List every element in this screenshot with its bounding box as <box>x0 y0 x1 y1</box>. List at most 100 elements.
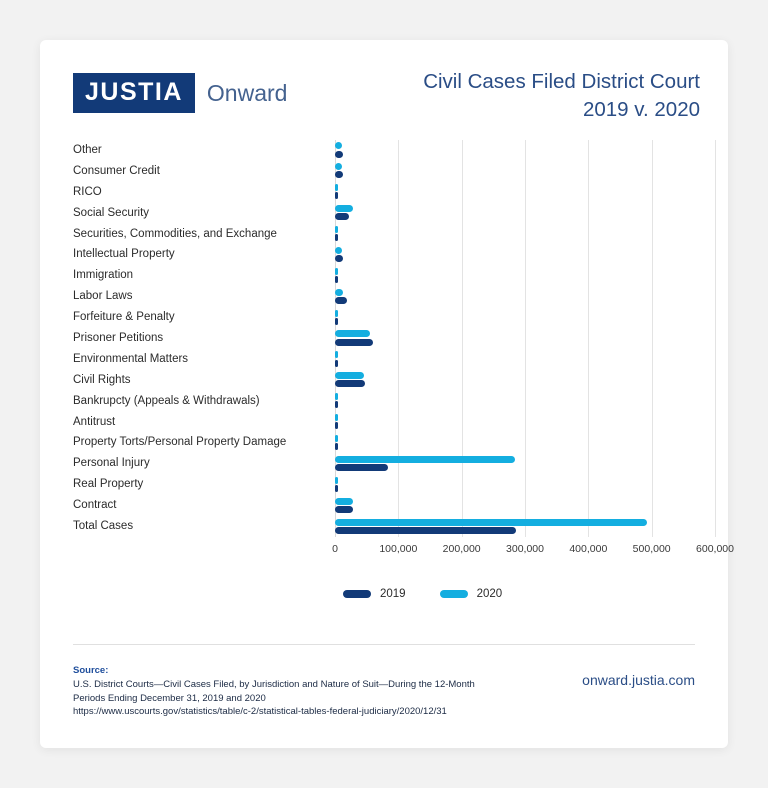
category-label: Real Property <box>73 478 144 491</box>
legend-swatch-icon <box>343 590 371 598</box>
bar-2019 <box>335 255 344 263</box>
category-label: Bankrupcty (Appeals & Withdrawals) <box>73 394 260 407</box>
bar-2019 <box>335 484 338 492</box>
category-label: Property Torts/Personal Property Damage <box>73 436 287 449</box>
category-label: Immigration <box>73 269 134 282</box>
bar-group <box>335 182 715 203</box>
category-label: Personal Injury <box>73 457 150 470</box>
category-label: Total Cases <box>73 520 134 533</box>
bar-2020 <box>335 309 338 317</box>
bar-group <box>335 265 715 286</box>
source-line-1: U.S. District Courts—Civil Cases Filed, … <box>73 678 475 690</box>
category-label: Prisoner Petitions <box>73 332 164 345</box>
bar-group <box>335 516 715 537</box>
legend-item[interactable]: 2020 <box>439 588 503 600</box>
justia-wordmark: JUSTIA <box>73 73 195 113</box>
bar-2019 <box>335 338 373 346</box>
category-label: Consumer Credit <box>73 164 160 177</box>
x-axis-tick-label: 0 <box>332 543 338 555</box>
bar-group <box>335 391 715 412</box>
chart-title-line-1: Civil Cases Filed District Court <box>423 70 700 93</box>
bar-2019 <box>335 422 338 430</box>
bar-group <box>335 370 715 391</box>
plot-area <box>335 140 716 537</box>
bar-2019 <box>335 213 349 221</box>
category-axis-labels: Other Consumer Credit RICO Social Security S… <box>73 140 335 537</box>
category-label: Labor Laws <box>73 290 133 303</box>
source-line-2: Periods Ending December 31, 2019 and 202… <box>73 692 266 704</box>
bar-group <box>335 328 715 349</box>
bar-group <box>335 203 715 224</box>
bar-2019 <box>335 505 354 513</box>
x-axis-tick-label: 400,000 <box>569 543 608 555</box>
bar-2020 <box>335 455 515 463</box>
x-axis-tick-label: 500,000 <box>632 543 671 555</box>
category-label: Securities, Commodities, and Exchange <box>73 227 277 240</box>
bar-group <box>335 245 715 266</box>
category-label: Forfeiture & Penalty <box>73 311 175 324</box>
bar-group <box>335 140 715 161</box>
bar-group <box>335 433 715 454</box>
bar-2020 <box>335 267 338 275</box>
category-label: Antitrust <box>73 415 116 428</box>
onward-site-link[interactable]: onward.justia.com <box>582 672 695 688</box>
bar-2020 <box>335 476 339 484</box>
chart-legend: 2019 2020 <box>335 583 715 605</box>
bar-group <box>335 286 715 307</box>
bar-group <box>335 474 715 495</box>
justia-onward-logo: JUSTIA Onward <box>73 73 287 113</box>
bar-2019 <box>335 171 344 179</box>
legend-label: 2020 <box>476 588 503 600</box>
chart-card: JUSTIA Onward Civil Cases Filed District… <box>40 40 734 748</box>
value-axis: 0 100,000 200,000 300,000 400,000 500,000 600,… <box>332 537 734 559</box>
bar-group <box>335 412 715 433</box>
bar-2020 <box>335 497 353 505</box>
source-label: Source: <box>73 665 109 676</box>
card-footer: Source: U.S. District Courts—Civil Cases… <box>73 664 695 719</box>
bar-2020 <box>335 393 338 401</box>
category-label: Contract <box>73 499 117 512</box>
bar-group <box>335 161 715 182</box>
category-label: Intellectual Property <box>73 248 175 261</box>
x-axis-tick-label: 600,000 <box>696 543 734 555</box>
category-label: Environmental Matters <box>73 352 189 365</box>
chart-title: Civil Cases Filed District Court 2019 v.… <box>423 68 700 125</box>
category-label: Civil Rights <box>73 373 131 386</box>
bar-2019 <box>335 443 338 451</box>
bar-2019 <box>335 192 338 200</box>
footer-divider <box>73 644 695 645</box>
bar-2019 <box>335 359 338 367</box>
bar-2019 <box>335 380 365 388</box>
category-label: RICO <box>73 185 102 198</box>
gridline <box>715 140 716 537</box>
legend-swatch-icon <box>439 590 468 598</box>
bar-group <box>335 495 715 516</box>
bar-2020 <box>335 225 338 233</box>
bar-2020 <box>335 163 342 171</box>
bar-2019 <box>335 150 344 158</box>
bar-2019 <box>335 464 389 472</box>
legend-label: 2019 <box>380 588 406 600</box>
bar-2020 <box>335 184 338 192</box>
legend-item[interactable]: 2019 <box>343 588 406 600</box>
bar-2019 <box>335 317 338 325</box>
bar-2020 <box>335 351 338 359</box>
bar-2020 <box>335 288 343 296</box>
source-line-3: https://www.uscourts.gov/statistics/tabl… <box>73 706 447 718</box>
category-label: Social Security <box>73 206 150 219</box>
bar-2020 <box>335 142 342 150</box>
bar-group <box>335 224 715 245</box>
bar-2020 <box>335 518 648 526</box>
chart-body: Other Consumer Credit RICO Social Security S… <box>40 140 734 600</box>
chart-title-line-2: 2019 v. 2020 <box>582 98 700 122</box>
card-header: JUSTIA Onward Civil Cases Filed District… <box>40 40 728 140</box>
x-axis-tick-label: 200,000 <box>442 543 481 555</box>
onward-wordmark: Onward <box>206 79 288 106</box>
category-label: Other <box>73 144 102 156</box>
bar-2020 <box>335 205 353 213</box>
bar-2020 <box>335 414 338 422</box>
x-axis-tick-label: 300,000 <box>506 543 544 555</box>
bar-2019 <box>335 234 338 242</box>
bar-2019 <box>335 275 338 283</box>
bar-group <box>335 307 715 328</box>
